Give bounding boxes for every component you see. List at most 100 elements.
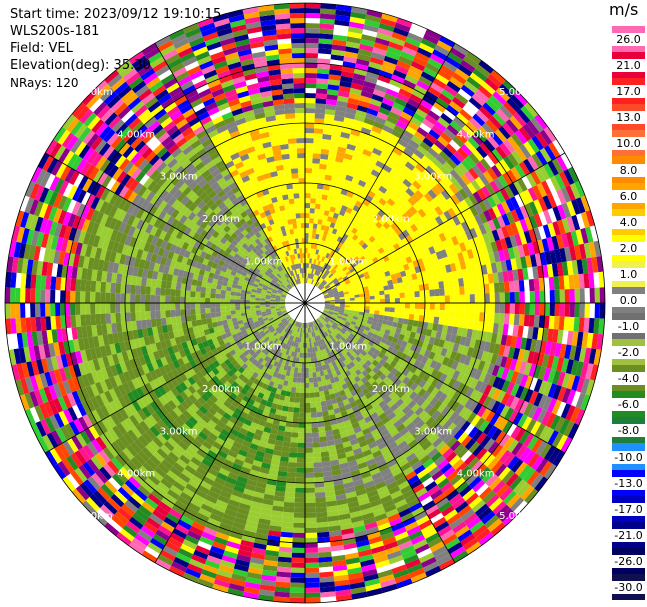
ppi-gate-cell — [245, 305, 251, 310]
ppi-gate-cell — [310, 412, 317, 418]
ppi-gate-cell — [335, 396, 343, 403]
ppi-gate-cell — [433, 281, 440, 290]
ppi-gate-cell — [524, 291, 530, 303]
ppi-gate-cell — [323, 359, 329, 365]
ppi-gate-cell — [358, 353, 365, 360]
ppi-gate-cell — [363, 380, 372, 388]
ppi-gate-cell — [275, 350, 280, 357]
ppi-gate-cell — [279, 363, 285, 370]
ppi-gate-cell — [314, 320, 318, 326]
ppi-gate-cell — [233, 263, 240, 269]
ppi-gate-cell — [247, 317, 253, 322]
ppi-gate-cell — [351, 346, 357, 353]
ppi-gate-cell — [288, 335, 293, 341]
ppi-gate-cell — [382, 319, 389, 325]
ppi-gate-cell — [271, 290, 277, 294]
ppi-gate-cell — [311, 332, 315, 338]
ppi-gate-cell — [230, 310, 236, 315]
ppi-gate-cell — [259, 321, 265, 326]
ppi-gate-cell — [185, 303, 191, 310]
ppi-gate-cell — [284, 108, 296, 114]
ppi-gate-cell — [296, 467, 305, 473]
ppi-gate-cell — [300, 213, 305, 219]
ppi-gate-cell — [503, 281, 510, 293]
ppi-gate-cell — [343, 339, 350, 346]
ppi-gate-cell — [312, 437, 320, 443]
ppi-gate-cell — [283, 326, 288, 332]
ppi-gate-cell — [315, 325, 319, 331]
ppi-gate-cell — [280, 247, 286, 253]
ppi-gate-cell — [252, 197, 261, 205]
ppi-gate-cell — [336, 236, 343, 243]
ppi-gate-cell — [310, 402, 316, 408]
ppi-gate-cell — [200, 263, 207, 271]
ppi-gate-cell — [327, 340, 333, 347]
ppi-gate-cell — [322, 290, 328, 294]
ppi-gate-cell — [348, 325, 354, 331]
ppi-gate-cell — [215, 372, 224, 380]
ppi-gate-cell — [305, 477, 315, 483]
ppi-gate-cell — [262, 315, 268, 320]
ppi-gate-cell — [361, 363, 369, 370]
ppi-gate-cell — [264, 361, 270, 368]
ppi-gate-cell — [283, 313, 289, 317]
ppi-gate-cell — [219, 376, 228, 385]
ppi-gate-cell — [317, 277, 322, 282]
ppi-gate-cell — [273, 325, 279, 330]
ppi-gate-cell — [269, 347, 275, 354]
ppi-gate-cell — [254, 361, 261, 368]
ppi-gate-cell — [315, 341, 319, 347]
ppi-gate-cell — [218, 259, 225, 267]
ppi-gate-cell — [235, 288, 242, 293]
ppi-gate-cell — [390, 230, 398, 239]
ppi-gate-cell — [299, 193, 305, 199]
ppi-gate-cell — [334, 306, 340, 309]
ppi-gate-cell — [294, 502, 305, 508]
ppi-gate-cell — [274, 233, 280, 240]
ppi-gate-cell — [335, 283, 341, 288]
ppi-gate-cell — [374, 299, 380, 303]
ppi-gate-cell — [318, 168, 327, 175]
ppi-gate-cell — [323, 275, 329, 281]
ppi-gate-cell — [270, 281, 276, 286]
ppi-gate-cell — [273, 360, 279, 367]
ppi-gate-cell — [314, 396, 321, 403]
ppi-gate-cell — [286, 472, 297, 478]
ppi-gate-cell — [380, 337, 388, 344]
ppi-gate-cell — [404, 297, 410, 303]
ppi-gate-cell — [383, 369, 391, 377]
ppi-gate-cell — [419, 296, 425, 303]
ppi-gate-cell — [331, 285, 337, 290]
ppi-gate-cell — [280, 307, 286, 310]
ppi-gate-cell — [260, 323, 266, 328]
ppi-gate-cell — [221, 244, 229, 252]
ppi-gate-cell — [365, 366, 373, 374]
ppi-gate-cell — [239, 199, 248, 207]
ppi-gate-cell — [242, 350, 250, 357]
ppi-gate-cell — [225, 247, 233, 254]
ppi-gate-cell — [223, 232, 231, 241]
ppi-gate-cell — [318, 323, 323, 329]
ppi-gate-cell — [298, 322, 301, 328]
ppi-gate-cell — [359, 255, 366, 262]
ppi-gate-cell — [329, 319, 335, 324]
ppi-gate-cell — [315, 401, 322, 408]
ppi-gate-cell — [337, 225, 344, 232]
ppi-gate-cell — [354, 223, 361, 231]
ppi-gate-cell — [341, 273, 347, 279]
ppi-gate-cell — [376, 335, 383, 342]
ppi-gate-cell — [329, 261, 335, 267]
ppi-gate-cell — [378, 331, 385, 338]
ppi-gate-cell — [217, 279, 223, 286]
ppi-gate-cell — [355, 369, 362, 376]
ppi-gate-cell — [329, 356, 335, 363]
ppi-gate-cell — [299, 402, 305, 408]
ppi-gate-cell — [282, 312, 288, 316]
ppi-gate-cell — [484, 303, 490, 313]
ppi-gate-cell — [318, 386, 324, 392]
ppi-gate-cell — [292, 183, 299, 189]
ppi-gate-cell — [282, 516, 294, 523]
ppi-gate-cell — [272, 398, 280, 405]
ppi-gate-cell — [160, 287, 166, 296]
ppi-gate-cell — [270, 295, 276, 299]
